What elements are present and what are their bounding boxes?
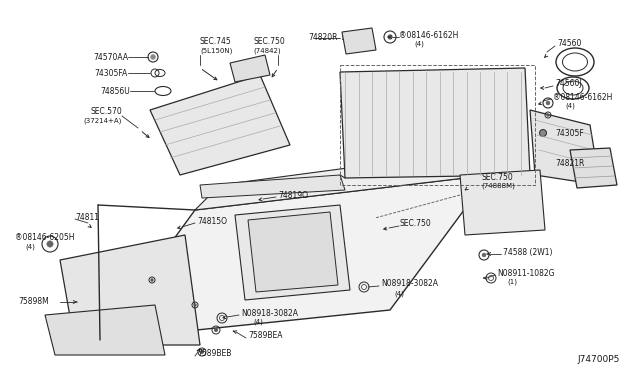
- Text: ®08146-6205H: ®08146-6205H: [15, 232, 74, 241]
- Text: SEC.750: SEC.750: [481, 173, 513, 182]
- Text: (4): (4): [414, 41, 424, 47]
- Text: (4): (4): [565, 103, 575, 109]
- Circle shape: [482, 253, 486, 257]
- Polygon shape: [230, 55, 270, 82]
- Circle shape: [388, 35, 392, 39]
- Text: 74821R: 74821R: [555, 158, 584, 167]
- Text: 7589BEA: 7589BEA: [248, 331, 282, 340]
- Circle shape: [214, 328, 218, 332]
- Circle shape: [47, 241, 53, 247]
- Text: 74560J: 74560J: [555, 80, 582, 89]
- Text: (1): (1): [507, 279, 517, 285]
- Text: SEC.750: SEC.750: [399, 219, 431, 228]
- Text: N08918-3082A: N08918-3082A: [381, 279, 438, 289]
- Text: 75898M: 75898M: [18, 298, 49, 307]
- Text: (74888M): (74888M): [481, 183, 515, 189]
- Text: SEC.570: SEC.570: [90, 108, 122, 116]
- Text: SEC.745: SEC.745: [200, 38, 232, 46]
- Circle shape: [150, 279, 154, 281]
- Text: (4): (4): [394, 291, 404, 297]
- Text: 74815O: 74815O: [197, 217, 227, 225]
- Polygon shape: [570, 148, 617, 188]
- Circle shape: [361, 35, 365, 39]
- Text: (4): (4): [25, 244, 35, 250]
- Polygon shape: [150, 75, 290, 175]
- Polygon shape: [340, 68, 530, 178]
- Text: 74560: 74560: [557, 39, 581, 48]
- Text: 74811: 74811: [75, 212, 99, 221]
- Text: N08918-3082A: N08918-3082A: [241, 308, 298, 317]
- Text: (4): (4): [253, 319, 263, 325]
- Text: N08911-1082G: N08911-1082G: [497, 269, 554, 278]
- Text: SEC.750: SEC.750: [253, 38, 285, 46]
- Text: (37214+A): (37214+A): [84, 118, 122, 124]
- Polygon shape: [235, 205, 350, 300]
- Polygon shape: [530, 110, 600, 185]
- Polygon shape: [195, 145, 520, 210]
- Circle shape: [547, 114, 549, 116]
- Text: ®08146-6162H: ®08146-6162H: [399, 31, 458, 39]
- Polygon shape: [60, 235, 200, 345]
- Circle shape: [546, 101, 550, 105]
- Text: ®08146-6162H: ®08146-6162H: [553, 93, 612, 102]
- Polygon shape: [248, 212, 338, 292]
- Polygon shape: [100, 175, 490, 340]
- Polygon shape: [200, 175, 345, 198]
- Circle shape: [194, 304, 196, 307]
- Polygon shape: [342, 28, 376, 54]
- Text: 74820R: 74820R: [308, 33, 338, 42]
- Polygon shape: [460, 170, 545, 235]
- Text: 74305FA: 74305FA: [95, 68, 128, 77]
- Text: (74842): (74842): [253, 48, 280, 54]
- Circle shape: [200, 350, 204, 354]
- Polygon shape: [45, 305, 165, 355]
- Circle shape: [540, 129, 547, 137]
- Text: 74570AA: 74570AA: [93, 52, 128, 61]
- Text: 74588 (2W1): 74588 (2W1): [503, 247, 552, 257]
- Text: J74700P5: J74700P5: [578, 356, 620, 365]
- Text: 74856U: 74856U: [100, 87, 130, 96]
- Circle shape: [150, 55, 156, 60]
- Text: (5L150N): (5L150N): [200, 48, 232, 54]
- Text: 7589BEB: 7589BEB: [197, 350, 232, 359]
- Text: 74819O: 74819O: [278, 190, 308, 199]
- Text: 74305F: 74305F: [555, 128, 584, 138]
